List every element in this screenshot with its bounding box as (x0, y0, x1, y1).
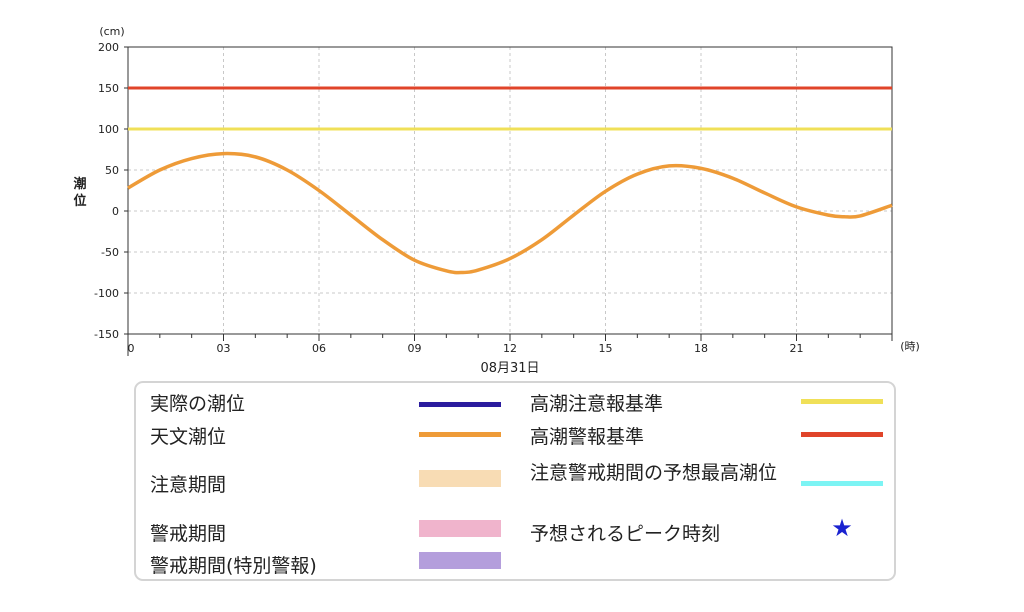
y-tick-label: 200 (98, 41, 119, 54)
legend-swatch-line (801, 481, 883, 486)
y-axis-label-1: 潮 (73, 176, 86, 192)
legend-label: 警戒期間(特別警報) (150, 555, 317, 577)
legend-label: 注意期間 (150, 474, 227, 496)
legend-swatch-box (419, 470, 501, 487)
x-unit-label: (時) (900, 340, 920, 353)
x-tick-label: 06 (312, 342, 326, 355)
series-line-astronomical-tide (127, 151, 893, 275)
x-tick-label: 21 (790, 342, 804, 355)
y-unit-label: (cm) (99, 25, 124, 38)
legend-label: 天文潮位 (150, 426, 227, 448)
legend-label: 予想されるピーク時刻 (530, 523, 721, 545)
legend-label: 注意警戒期間の予想最高潮位 (530, 462, 778, 484)
y-axis-ticks: 200 150 100 50 0 -50 -100 -150 (94, 41, 128, 341)
y-tick-label: -100 (94, 287, 119, 300)
y-tick-label: 100 (98, 123, 119, 136)
x-tick-label: 12 (503, 342, 517, 355)
legend-swatch-box (419, 520, 501, 537)
y-tick-label: 0 (112, 205, 119, 218)
legend: 実際の潮位天文潮位注意期間警戒期間警戒期間(特別警報) 高潮注意報基準 高潮警報基準… (134, 381, 896, 581)
y-axis-label-2: 位 (73, 193, 86, 209)
legend-label: 警戒期間 (150, 523, 227, 545)
grid (128, 47, 892, 334)
x-tick-label: 0 (128, 342, 135, 355)
legend-swatch-line (801, 432, 883, 437)
x-tick-label: 09 (408, 342, 422, 355)
x-tick-label: 18 (694, 342, 708, 355)
y-tick-label: -150 (94, 328, 119, 341)
legend-swatch-line (419, 402, 501, 407)
legend-label: 実際の潮位 (150, 393, 246, 415)
x-tick-label: 15 (599, 342, 613, 355)
legend-swatch-line (801, 399, 883, 404)
date-label: 08月31日 (480, 361, 539, 376)
series-layer (127, 151, 893, 275)
y-tick-label: -50 (101, 246, 119, 259)
legend-label: 高潮警報基準 (530, 426, 645, 448)
reference-lines (128, 86, 892, 131)
x-axis-ticks: 0 03 06 09 12 15 18 21 (127, 334, 893, 356)
legend-label: 高潮注意報基準 (530, 393, 664, 415)
y-tick-label: 50 (105, 164, 119, 177)
star-icon: ★ (831, 514, 853, 542)
x-tick-label: 03 (217, 342, 231, 355)
legend-swatch-line (419, 432, 501, 437)
legend-swatch-box (419, 552, 501, 569)
y-tick-label: 150 (98, 82, 119, 95)
